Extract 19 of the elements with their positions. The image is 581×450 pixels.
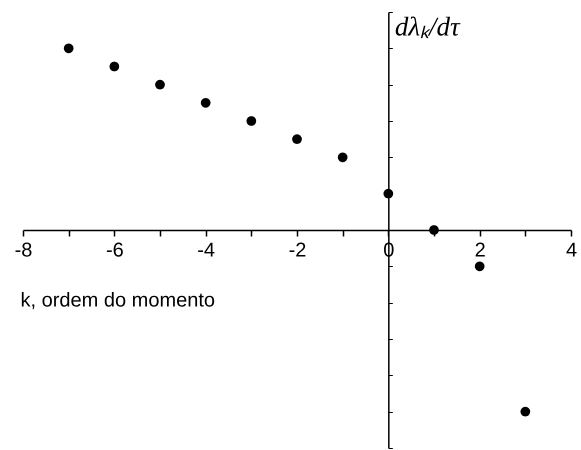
x-tick-label: -8 — [14, 240, 32, 262]
x-tick-label: -2 — [288, 240, 306, 262]
x-tick-label: -4 — [197, 240, 216, 262]
point — [155, 80, 165, 90]
point — [200, 98, 211, 108]
y-axis-title: dλₖ/dτ — [394, 12, 462, 42]
x-tick-label: 4 — [566, 240, 578, 262]
point — [246, 116, 256, 126]
point — [109, 62, 120, 72]
x-tick-label: 2 — [474, 240, 486, 262]
point — [474, 261, 485, 272]
point — [292, 134, 302, 144]
point — [338, 152, 348, 162]
x-axis-title: k, ordem do momento — [20, 290, 216, 312]
point — [383, 188, 394, 199]
point — [520, 406, 530, 417]
x-tick-label: -6 — [106, 240, 124, 262]
point — [64, 43, 74, 54]
point — [429, 225, 439, 235]
